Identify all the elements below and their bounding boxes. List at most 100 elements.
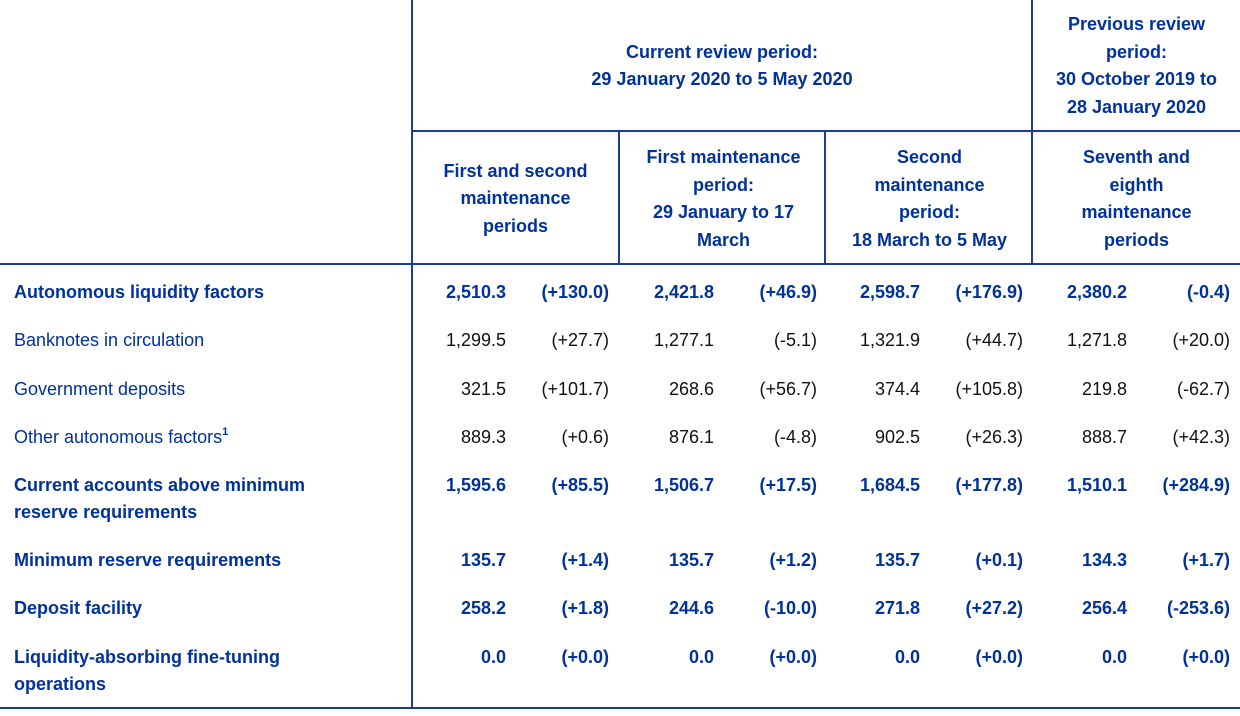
row-label: Autonomous liquidity factors xyxy=(14,279,359,306)
value-cell: 271.8 xyxy=(874,597,920,618)
rule xyxy=(0,263,1240,265)
change-cell: (-253.6) xyxy=(1166,597,1230,618)
value-cell: 0.0 xyxy=(480,646,506,667)
value-cell: 1,271.8 xyxy=(1066,329,1127,350)
value-cell: 135.7 xyxy=(668,549,714,570)
value-cell: 1,506.7 xyxy=(653,474,714,495)
value-cell: 1,299.5 xyxy=(445,329,506,350)
value-cell: 219.8 xyxy=(1081,378,1127,399)
value-cell: 321.5 xyxy=(460,378,506,399)
value-cell: 258.2 xyxy=(460,597,506,618)
change-cell: (-5.1) xyxy=(773,329,817,350)
row-label-text: Minimum reserve requirements xyxy=(14,549,282,570)
value-cell: 0.0 xyxy=(894,646,920,667)
row-label: Minimum reserve requirements xyxy=(14,547,359,574)
rule xyxy=(824,131,826,265)
change-cell: (+42.3) xyxy=(1172,426,1230,447)
value-cell: 1,510.1 xyxy=(1066,474,1127,495)
header-line: Previous review xyxy=(1067,14,1206,34)
change-cell: (-62.7) xyxy=(1176,378,1230,399)
value-cell: 268.6 xyxy=(668,378,714,399)
change-cell: (+1.2) xyxy=(769,549,817,570)
change-cell: (-4.8) xyxy=(773,426,817,447)
value-cell: 889.3 xyxy=(460,426,506,447)
header-cell: Current review period: 29 January 2020 to… xyxy=(413,39,1031,94)
value-cell: 1,321.9 xyxy=(859,329,920,350)
change-cell: (+1.8) xyxy=(561,597,609,618)
value-cell: 135.7 xyxy=(460,549,506,570)
header-line: Current review period: xyxy=(625,41,819,62)
change-cell: (+105.8) xyxy=(955,378,1023,399)
rule xyxy=(1031,0,1033,265)
value-cell: 244.6 xyxy=(668,597,714,618)
header-line: March xyxy=(696,229,750,250)
value-cell: 256.4 xyxy=(1081,597,1127,618)
change-cell: (+130.0) xyxy=(541,281,609,302)
footnote-mark: 1 xyxy=(222,425,229,438)
row-label: Other autonomous factors1 xyxy=(14,424,359,451)
row-label-text: Other autonomous factors xyxy=(14,426,223,447)
value-cell: 2,421.8 xyxy=(653,281,714,302)
change-cell: (+284.9) xyxy=(1162,474,1230,495)
value-cell: 2,598.7 xyxy=(859,281,920,302)
value-cell: 135.7 xyxy=(874,549,920,570)
change-cell: (-0.4) xyxy=(1186,281,1230,302)
value-cell: 134.3 xyxy=(1081,549,1127,570)
change-cell: (+27.2) xyxy=(965,597,1023,618)
value-cell: 374.4 xyxy=(874,378,920,399)
change-cell: (+177.8) xyxy=(955,474,1023,495)
header-line: period: xyxy=(1106,41,1167,62)
change-cell: (+0.0) xyxy=(769,646,817,667)
change-cell: (+85.5) xyxy=(551,474,609,495)
row-label: Current accounts above minimum reserve r… xyxy=(14,472,359,526)
change-cell: (+0.0) xyxy=(561,646,609,667)
row-label-text: Liquidity-absorbing fine-tuning operatio… xyxy=(14,646,280,694)
row-label-text: Banknotes in circulation xyxy=(14,329,205,350)
header-cell: First and second maintenance periods xyxy=(413,158,618,241)
header-line: periods xyxy=(1103,229,1169,250)
value-cell: 902.5 xyxy=(874,426,920,447)
header-line: periods xyxy=(482,215,548,236)
change-cell: (+101.7) xyxy=(541,378,609,399)
header-line: maintenance xyxy=(460,188,571,209)
header-line: Seventh and xyxy=(1082,147,1191,167)
header-cell: First maintenance period: 29 January to 17… xyxy=(621,144,826,254)
change-cell: (+26.3) xyxy=(965,426,1023,447)
change-cell: (+176.9) xyxy=(955,281,1023,302)
value-cell: 2,380.2 xyxy=(1066,281,1127,302)
header-line: 28 January 2020 xyxy=(1066,96,1207,117)
rule xyxy=(411,0,413,709)
rule xyxy=(0,707,1240,709)
header-line: period: xyxy=(693,174,754,195)
change-cell: (+20.0) xyxy=(1172,329,1230,350)
rule xyxy=(618,131,620,265)
row-label-text: Current accounts above minimum reserve r… xyxy=(14,474,306,522)
change-cell: (+0.1) xyxy=(975,549,1023,570)
change-cell: (+0.0) xyxy=(1182,646,1230,667)
value-cell: 876.1 xyxy=(668,426,714,447)
header-line: maintenance xyxy=(874,174,985,195)
change-cell: (+0.6) xyxy=(561,426,609,447)
header-line: 30 October 2019 to xyxy=(1055,69,1218,89)
header-line: 29 January to 17 xyxy=(652,202,795,222)
header-line: First and second xyxy=(443,160,588,181)
row-label-text: Deposit facility xyxy=(14,597,143,618)
header-cell: Seventh and eighth maintenance periods xyxy=(1034,144,1239,254)
header-line: First maintenance xyxy=(646,147,801,167)
value-cell: 1,684.5 xyxy=(859,474,920,495)
row-label-text: Government deposits xyxy=(14,378,186,399)
rule xyxy=(411,130,1240,132)
row-label: Government deposits xyxy=(14,376,359,403)
value-cell: 1,595.6 xyxy=(445,474,506,495)
value-cell: 1,277.1 xyxy=(653,329,714,350)
change-cell: (+1.7) xyxy=(1182,549,1230,570)
value-cell: 888.7 xyxy=(1081,426,1127,447)
change-cell: (+1.4) xyxy=(561,549,609,570)
header-line: 29 January 2020 to 5 May 2020 xyxy=(591,69,853,89)
header-line: maintenance xyxy=(1081,202,1192,222)
value-cell: 2,510.3 xyxy=(445,281,506,302)
header-line: Second xyxy=(896,147,962,167)
change-cell: (+44.7) xyxy=(965,329,1023,350)
row-label: Banknotes in circulation xyxy=(14,327,359,354)
